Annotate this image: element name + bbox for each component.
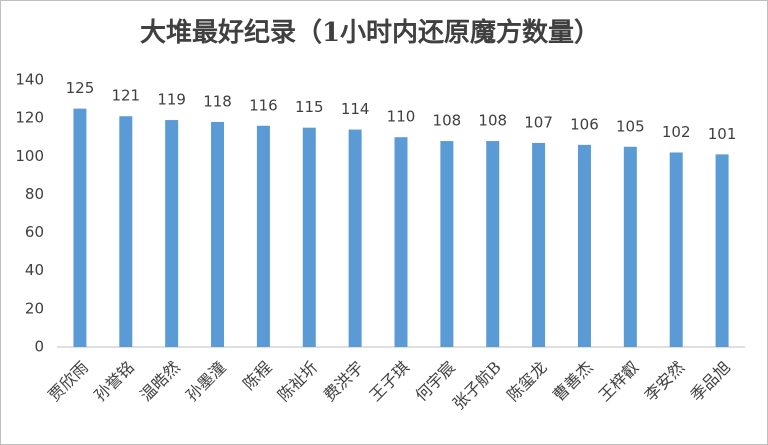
data-label: 107 bbox=[524, 113, 553, 131]
y-tick-label: 100 bbox=[15, 147, 44, 165]
data-label: 108 bbox=[433, 112, 462, 130]
y-tick-label: 80 bbox=[25, 185, 44, 203]
y-tick-label: 20 bbox=[25, 299, 44, 317]
bar bbox=[119, 116, 133, 347]
bar bbox=[211, 121, 225, 347]
bar bbox=[486, 141, 500, 347]
bar bbox=[394, 137, 408, 347]
bar bbox=[302, 127, 316, 347]
bar bbox=[256, 125, 270, 348]
bar bbox=[73, 108, 87, 347]
bar bbox=[715, 154, 729, 347]
data-label: 118 bbox=[203, 92, 232, 110]
data-label: 121 bbox=[111, 87, 140, 105]
chart-title: 大堆最好纪录（1小时内还原魔方数量） bbox=[140, 17, 600, 48]
bar bbox=[348, 129, 362, 347]
y-tick-label: 60 bbox=[25, 223, 44, 241]
bar bbox=[577, 144, 591, 347]
bar bbox=[532, 142, 546, 347]
y-tick-label: 0 bbox=[34, 338, 44, 356]
data-label: 114 bbox=[341, 100, 370, 118]
data-label: 115 bbox=[295, 98, 324, 116]
bar bbox=[440, 141, 454, 347]
bar bbox=[623, 146, 637, 347]
data-label: 106 bbox=[570, 115, 599, 133]
data-label: 116 bbox=[249, 96, 278, 114]
data-label: 119 bbox=[157, 91, 186, 109]
bar bbox=[165, 120, 179, 347]
data-label: 101 bbox=[708, 125, 737, 143]
y-tick-label: 140 bbox=[15, 71, 44, 89]
y-tick-label: 120 bbox=[15, 109, 44, 127]
bar bbox=[669, 152, 683, 347]
data-label: 110 bbox=[387, 108, 416, 126]
y-tick-label: 40 bbox=[25, 261, 44, 279]
data-label: 108 bbox=[478, 112, 507, 130]
data-label: 125 bbox=[66, 79, 95, 97]
data-label: 102 bbox=[662, 123, 691, 141]
data-label: 105 bbox=[616, 117, 645, 135]
